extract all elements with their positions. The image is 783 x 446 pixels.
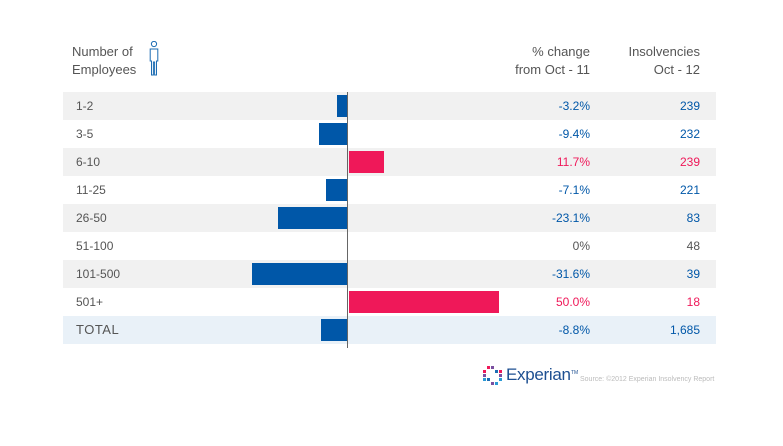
pct-change-value: 11.7% <box>556 155 590 169</box>
table-row: 101-500 -31.6% 39 <box>63 260 716 288</box>
experian-logo-icon <box>483 366 502 385</box>
employees-header-line2: Employees <box>72 62 137 77</box>
category-label: 6-10 <box>76 155 101 169</box>
pct-change-header-line1: % change <box>532 44 590 59</box>
person-icon <box>149 41 159 76</box>
insolvencies-value: 48 <box>686 239 700 253</box>
table-row: 11-25 -7.1% 221 <box>63 176 716 204</box>
chart-table: 1-2 -3.2% 239 3-5 -9.4% 232 6-10 11.7% 239 11-25 -… <box>63 92 716 344</box>
brand-name: Experian <box>506 365 571 384</box>
insolvencies-header-line2: Oct - 12 <box>653 62 700 77</box>
bar <box>337 95 347 117</box>
table-row: 51-100 0% 48 <box>63 232 716 260</box>
insolvencies-value: 39 <box>686 267 700 281</box>
category-label: TOTAL <box>76 322 120 337</box>
pct-change-value: -31.6% <box>551 267 590 281</box>
insolvencies-header-line1: Insolvencies <box>628 44 700 59</box>
pct-change-value: -7.1% <box>558 183 590 197</box>
insolvencies-header: Insolvencies Oct - 12 <box>600 43 700 79</box>
table-row: 6-10 11.7% 239 <box>63 148 716 176</box>
insolvencies-value: 1,685 <box>669 323 700 337</box>
bar <box>277 207 347 229</box>
category-label: 11-25 <box>76 183 106 197</box>
bar <box>318 123 347 145</box>
table-row: 26-50 -23.1% 83 <box>63 204 716 232</box>
category-label: 26-50 <box>76 211 107 225</box>
bar <box>349 291 499 313</box>
employees-header: Number of Employees <box>72 43 152 79</box>
table-row: TOTAL -8.8% 1,685 <box>63 316 716 344</box>
brand-trademark: TM <box>571 370 579 376</box>
pct-change-value: -3.2% <box>558 99 590 113</box>
pct-change-value: -9.4% <box>558 127 590 141</box>
employees-header-line1: Number of <box>72 44 133 59</box>
pct-change-header-line2: from Oct - 11 <box>515 62 590 77</box>
insolvencies-value: 83 <box>686 211 700 225</box>
category-label: 501+ <box>76 295 104 309</box>
category-label: 101-500 <box>76 267 121 281</box>
source-note: Source: ©2012 Experian Insolvency Report <box>580 376 715 383</box>
insolvencies-value: 18 <box>686 295 700 309</box>
zero-axis-line <box>347 92 348 348</box>
bar <box>325 179 347 201</box>
bar <box>349 151 385 173</box>
pct-change-value: 0% <box>572 239 590 253</box>
category-label: 3-5 <box>76 127 94 141</box>
pct-change-value: -23.1% <box>551 211 590 225</box>
bar <box>320 319 347 341</box>
pct-change-header: % change from Oct - 11 <box>470 43 590 79</box>
table-row: 1-2 -3.2% 239 <box>63 92 716 120</box>
insolvencies-value: 221 <box>679 183 700 197</box>
insolvencies-value: 239 <box>679 99 700 113</box>
bar <box>252 263 347 285</box>
pct-change-value: -8.8% <box>558 323 590 337</box>
table-row: 3-5 -9.4% 232 <box>63 120 716 148</box>
category-label: 51-100 <box>76 239 114 253</box>
table-row: 501+ 50.0% 18 <box>63 288 716 316</box>
category-label: 1-2 <box>76 99 94 113</box>
insolvencies-value: 239 <box>679 155 700 169</box>
pct-change-value: 50.0% <box>555 295 590 309</box>
insolvencies-value: 232 <box>679 127 700 141</box>
